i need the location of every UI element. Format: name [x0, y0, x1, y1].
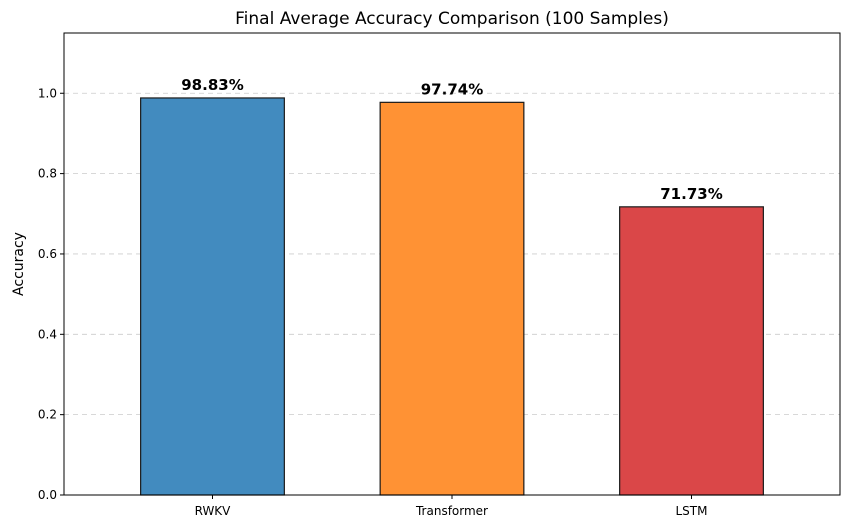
- data-labels: 98.83% 97.74% 71.73%: [181, 76, 722, 203]
- bars: [140, 97, 764, 496]
- x-tick-label: LSTM: [676, 504, 708, 518]
- y-tick-label: 0.4: [38, 327, 57, 341]
- y-axis-label: Accuracy: [11, 232, 27, 296]
- bar-rwkv: [140, 97, 285, 496]
- data-label-transformer: 97.74%: [421, 80, 483, 98]
- y-axis-ticks: 0.0 0.2 0.4 0.6 0.8 1.0: [38, 86, 64, 502]
- y-tick-label: 0.0: [38, 488, 57, 502]
- y-tick-label: 0.6: [38, 247, 57, 261]
- y-tick-label: 0.8: [38, 167, 57, 181]
- y-tick-label: 1.0: [38, 86, 57, 100]
- y-tick-label: 0.2: [38, 408, 57, 422]
- bar-transformer: [379, 101, 525, 496]
- data-label-lstm: 71.73%: [660, 185, 722, 203]
- bar-lstm: [619, 206, 764, 496]
- x-axis-ticks: RWKV Transformer LSTM: [195, 495, 708, 518]
- x-tick-label: Transformer: [415, 504, 488, 518]
- data-label-rwkv: 98.83%: [181, 76, 243, 94]
- chart-title: Final Average Accuracy Comparison (100 S…: [235, 9, 669, 29]
- axes-frame: [63, 32, 841, 496]
- x-tick-label: RWKV: [195, 504, 232, 518]
